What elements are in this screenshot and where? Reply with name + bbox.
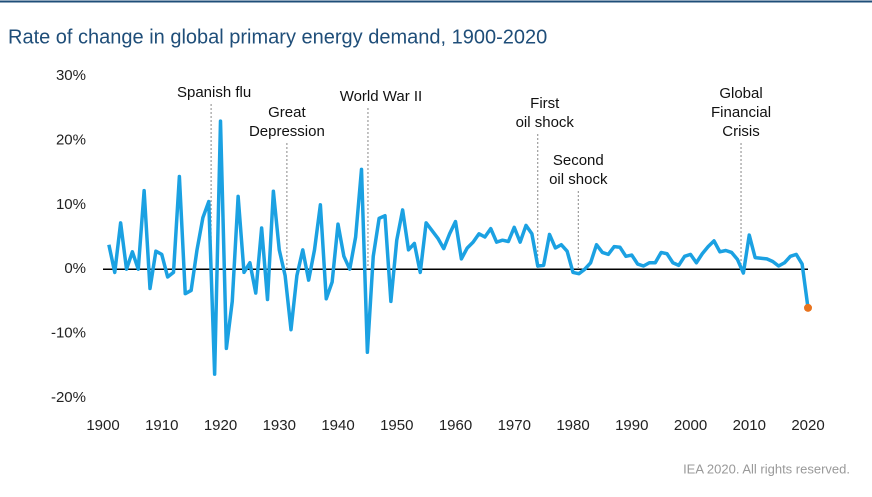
x-tick-label: 1920 [204,417,237,434]
annotation-text: Spanish flu [177,84,251,101]
y-tick-label: -20% [51,389,86,406]
x-tick-label: 1950 [380,417,413,434]
y-tick-label: 30% [56,67,86,84]
annotation-text: oil shock [549,171,608,188]
x-tick-label: 2020 [791,417,824,434]
x-tick-label: 1970 [498,417,531,434]
annotation-text: Global [719,85,762,102]
y-tick-label: 10% [56,196,86,213]
y-tick-label: -10% [51,325,86,342]
annotation-text: First [530,95,560,112]
footnote: IEA 2020. All rights reserved. [683,461,850,476]
annotation-text: Second [553,152,604,169]
annotation-text: oil shock [516,114,575,131]
x-tick-label: 2000 [674,417,707,434]
annotation-text: World War II [340,88,423,105]
x-tick-label: 1930 [263,417,296,434]
annotation-text: Great [268,104,306,121]
y-tick-label: 0% [64,260,86,277]
x-tick-label: 1910 [145,417,178,434]
x-tick-label: 1990 [615,417,648,434]
x-tick-label: 1980 [556,417,589,434]
x-tick-label: 2010 [733,417,766,434]
annotation-text: Financial [711,104,771,121]
annotation-text: Depression [249,123,325,140]
chart-title: Rate of change in global primary energy … [8,26,547,48]
x-tick-label: 1940 [321,417,354,434]
x-tick-label: 1900 [86,417,119,434]
x-tick-label: 1960 [439,417,472,434]
y-tick-label: 20% [56,131,86,148]
annotation-text: Crisis [722,123,760,140]
series-line [107,119,810,376]
last-point [804,303,812,312]
